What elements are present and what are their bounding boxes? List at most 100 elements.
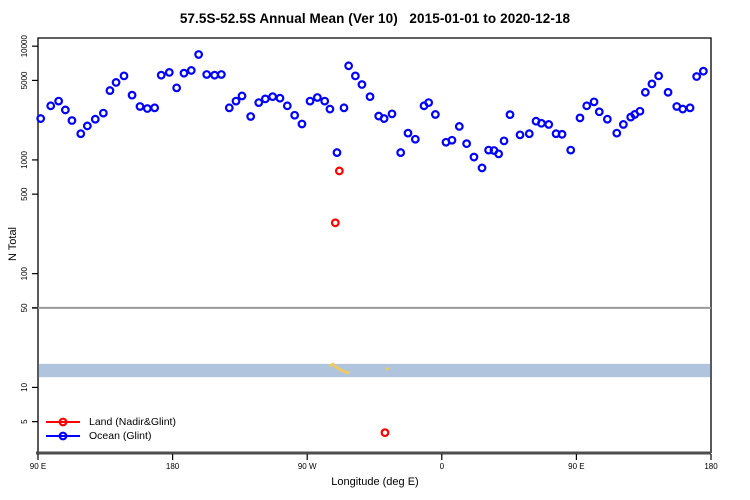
gold-mark [346, 370, 350, 375]
land-marker-icon [46, 417, 80, 427]
land-point [380, 428, 390, 438]
land-point [330, 218, 340, 228]
ocean-point [357, 80, 367, 89]
x-tick-label: 90 E [30, 462, 46, 471]
ocean-point [602, 114, 612, 124]
ocean-point [237, 91, 247, 101]
ocean-point [216, 70, 226, 79]
ocean-point [172, 83, 182, 93]
ocean-point [469, 152, 479, 162]
ocean-point [575, 113, 585, 123]
ocean-point [454, 122, 464, 131]
y-tick-label: 5000 [20, 71, 29, 89]
ocean-point [82, 121, 92, 131]
y-tick-label: 10000 [20, 35, 29, 58]
ocean-point [76, 129, 86, 139]
ocean-point [663, 87, 673, 97]
legend-label-land: Land (Nadir&Glint) [89, 416, 176, 428]
ocean-marker-icon [46, 431, 80, 441]
x-axis-title: Longitude (deg E) [331, 476, 419, 488]
ocean-point [297, 119, 307, 129]
gold-mark [339, 368, 343, 372]
ocean-point [164, 68, 174, 77]
ocean-point [67, 116, 77, 125]
ocean-point [447, 135, 457, 145]
ocean-point [379, 114, 389, 123]
y-tick-label: 10 [20, 382, 29, 391]
ocean-point [484, 145, 494, 155]
ocean-point [179, 68, 189, 78]
ocean-point [60, 105, 70, 115]
ocean-point [557, 129, 567, 139]
ocean-point [119, 71, 129, 81]
legend-item-ocean: Ocean (Glint) [44, 429, 176, 443]
ocean-point [332, 148, 342, 157]
y-tick-label: 5 [20, 419, 29, 424]
ocean-point [594, 107, 604, 117]
ocean-point [424, 98, 434, 108]
ocean-point [640, 87, 650, 97]
ocean-point [544, 120, 554, 129]
y-tick-label: 100 [20, 266, 29, 280]
ocean-point [320, 96, 330, 106]
ocean-point [127, 90, 137, 100]
ocean-point [387, 109, 397, 119]
ocean-point [647, 79, 657, 89]
ocean-point [515, 130, 525, 140]
gold-mark [328, 363, 333, 368]
ocean-point [396, 148, 406, 157]
ocean-point [254, 98, 264, 108]
threshold-band [38, 363, 711, 378]
ocean-point [290, 110, 300, 120]
ocean-point [105, 86, 115, 95]
ocean-point [618, 120, 628, 129]
legend-label-ocean: Ocean (Glint) [89, 430, 152, 442]
ocean-point [46, 101, 56, 111]
legend: Land (Nadir&Glint) Ocean (Glint) [44, 415, 176, 443]
ocean-point [692, 72, 702, 81]
ocean-point [142, 104, 152, 113]
gold-mark [331, 362, 335, 366]
land-point [334, 166, 344, 176]
ocean-point [260, 94, 270, 104]
ocean-point [111, 78, 121, 87]
y-tick-label: 1000 [20, 150, 29, 168]
ocean-point [582, 101, 592, 111]
ocean-point [312, 93, 322, 102]
ocean-point [54, 96, 64, 106]
x-tick-label: 90 W [298, 462, 317, 471]
y-tick-label: 500 [20, 187, 29, 201]
ocean-point [325, 104, 335, 114]
ocean-point [150, 103, 160, 113]
plot-border [37, 37, 712, 453]
ocean-point [635, 106, 645, 116]
ocean-point [210, 70, 220, 80]
ocean-point [685, 103, 695, 113]
ocean-point [194, 50, 204, 59]
ocean-point [410, 134, 420, 144]
ocean-point [246, 112, 256, 121]
ocean-point [430, 110, 440, 119]
ocean-point [224, 103, 234, 113]
ocean-point [365, 92, 375, 102]
gold-mark [385, 367, 389, 371]
ocean-point [135, 102, 145, 111]
ocean-point [462, 139, 472, 149]
ocean-point [403, 128, 413, 138]
y-tick-label: 50 [20, 303, 29, 312]
ocean-point [350, 71, 360, 81]
chart-title: 57.5S-52.5S Annual Mean (Ver 10) 2015-01… [179, 11, 571, 26]
ocean-point [678, 104, 688, 114]
ocean-point [344, 61, 354, 71]
ocean-point [698, 66, 708, 76]
ocean-point [202, 70, 212, 79]
ocean-point [231, 96, 241, 106]
ocean-point [36, 114, 46, 123]
ocean-point [268, 92, 278, 102]
ocean-point [524, 129, 534, 139]
ocean-point [612, 128, 622, 138]
ocean-point [339, 103, 349, 113]
ocean-point [505, 110, 515, 120]
